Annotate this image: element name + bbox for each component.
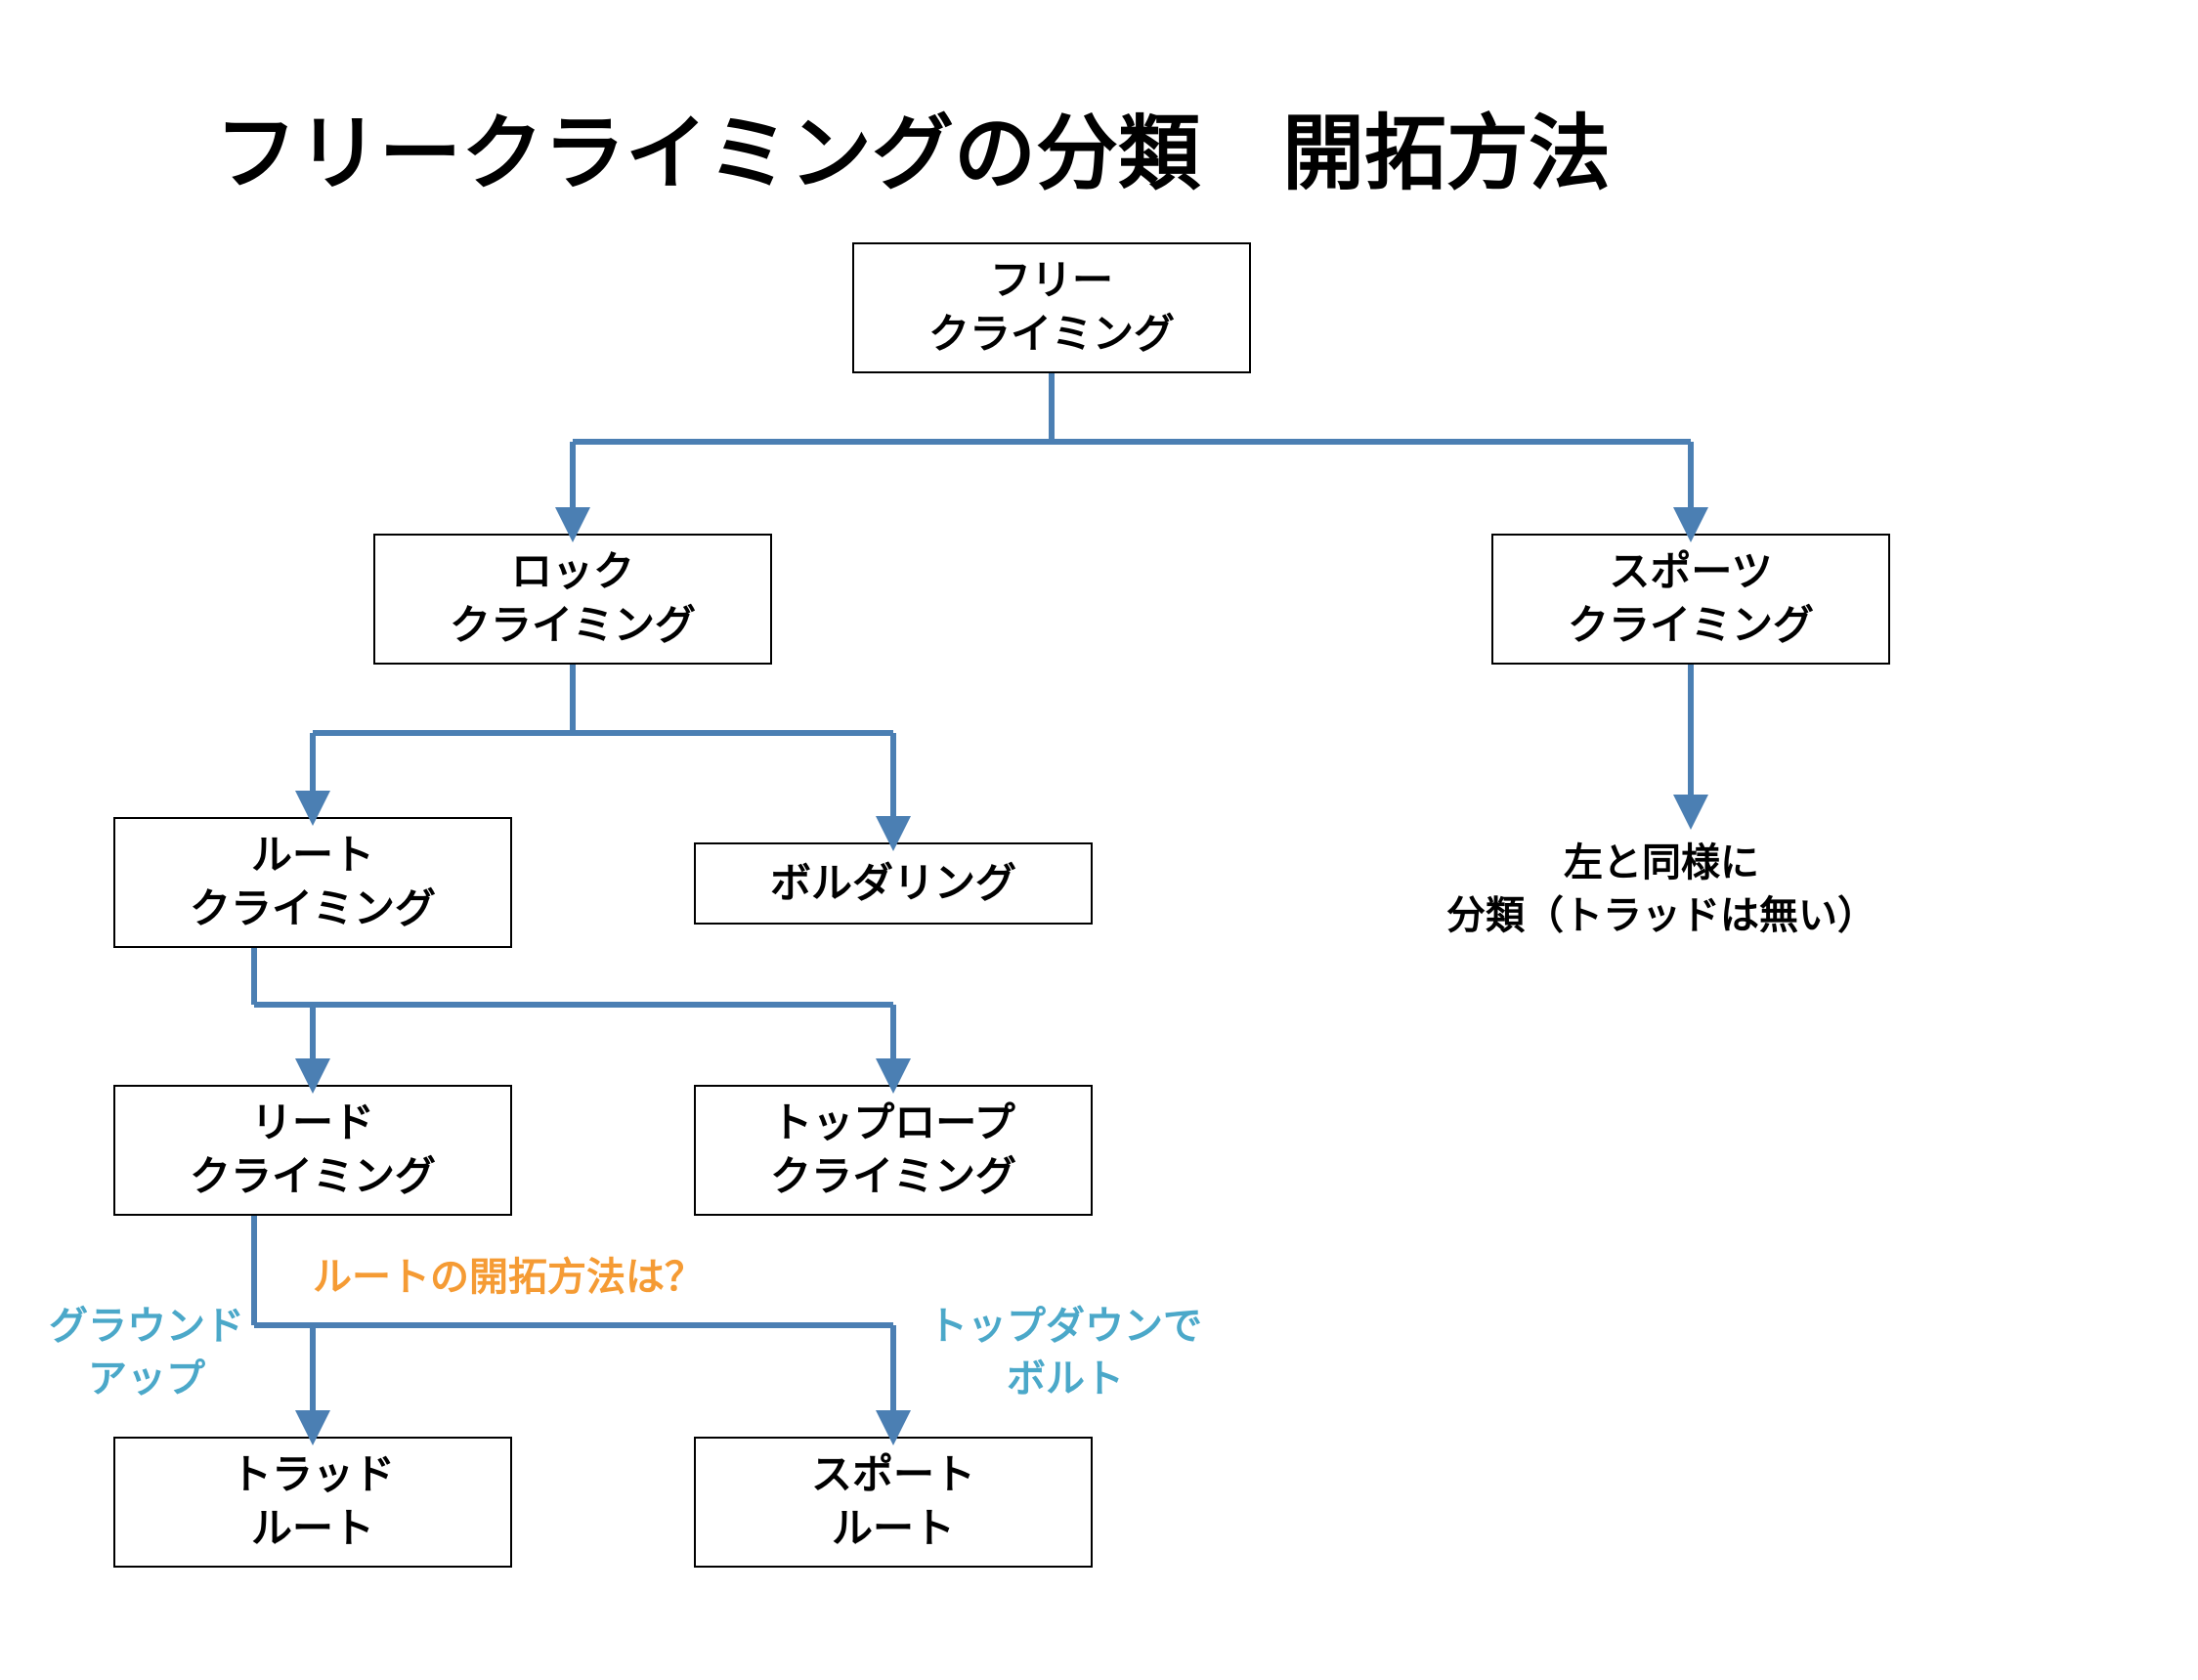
node-sport_rt: スポート ルート <box>694 1437 1093 1568</box>
node-toprope: トップロープ クライミング <box>694 1085 1093 1216</box>
node-trad: トラッド ルート <box>113 1437 512 1568</box>
annotation-note_topdown: トップダウンで ボルト <box>928 1300 1202 1405</box>
node-boulder: ボルダリング <box>694 842 1093 925</box>
node-rock: ロック クライミング <box>373 534 772 665</box>
node-sport_cl: スポーツ クライミング <box>1491 534 1890 665</box>
annotation-note_groundup: グラウンド アップ <box>49 1300 244 1405</box>
node-route: ルート クライミング <box>113 817 512 948</box>
annotation-note_sport_same: 左と同様に 分類（トラッドは無い） <box>1446 837 1876 942</box>
diagram-canvas: フリークライミングの分類 開拓方法フリー クライミングロック クライミングスポー… <box>0 0 2198 1680</box>
node-lead: リード クライミング <box>113 1085 512 1216</box>
diagram-title: フリークライミングの分類 開拓方法 <box>215 88 1611 206</box>
annotation-note_question: ルートの開拓方法は？ <box>313 1251 704 1304</box>
node-free: フリー クライミング <box>852 242 1251 373</box>
